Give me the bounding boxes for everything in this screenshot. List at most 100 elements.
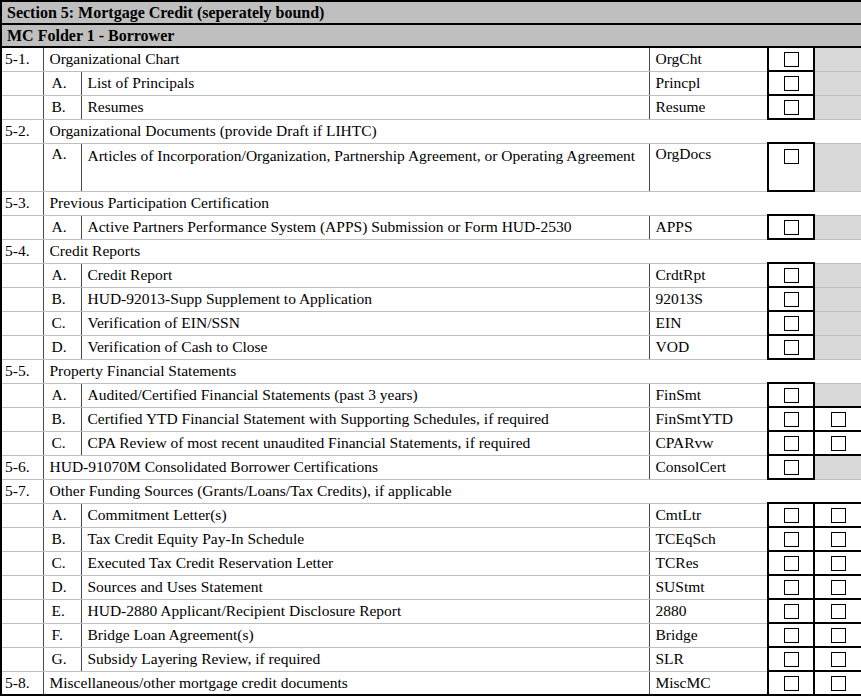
checkbox[interactable] (784, 580, 799, 595)
checkbox[interactable] (784, 532, 799, 547)
checkbox[interactable] (784, 268, 799, 283)
checkbox-cell (768, 287, 814, 311)
checkbox[interactable] (784, 52, 799, 67)
checkbox[interactable] (784, 292, 799, 307)
row-number (1, 431, 43, 455)
row-number (1, 623, 43, 647)
checkbox[interactable] (831, 412, 846, 427)
row-code: SUStmt (649, 575, 768, 599)
section-header: Section 5: Mortgage Credit (seperately b… (1, 1, 861, 24)
row-letter: B. (43, 287, 81, 311)
row-code: 2880 (649, 599, 768, 623)
row-code: EIN (649, 311, 768, 335)
checkbox[interactable] (784, 628, 799, 643)
row-description: Bridge Loan Agreement(s) (81, 623, 649, 647)
checkbox[interactable] (831, 556, 846, 571)
row-number (1, 551, 43, 575)
table-row: B.Tax Credit Equity Pay-In ScheduleTCEqS… (1, 527, 861, 551)
checkbox-cell (768, 143, 814, 191)
section-title: Other Funding Sources (Grants/Loans/Tax … (43, 479, 861, 503)
checkbox[interactable] (831, 508, 846, 523)
mortgage-credit-checklist-table: Section 5: Mortgage Credit (seperately b… (0, 0, 861, 696)
checkbox-cell (768, 431, 814, 455)
checkbox[interactable] (784, 220, 799, 235)
row-letter: B. (43, 95, 81, 119)
row-letter: C. (43, 311, 81, 335)
checkbox-cell (814, 407, 861, 431)
row-number (1, 95, 43, 119)
row-description: Active Partners Performance System (APPS… (81, 215, 649, 239)
checkbox[interactable] (831, 532, 846, 547)
checkbox-cell (814, 503, 861, 527)
table-row: A.Credit ReportCrdtRpt (1, 263, 861, 287)
checkbox-cell (768, 671, 814, 695)
checkbox[interactable] (831, 676, 846, 691)
checkbox[interactable] (831, 652, 846, 667)
checkbox-cell (768, 503, 814, 527)
checkbox-cell (768, 47, 814, 71)
table-row: D.Verification of Cash to CloseVOD (1, 335, 861, 359)
row-code: FinSmtYTD (649, 407, 768, 431)
checkbox-cell (768, 71, 814, 95)
na-cell (814, 311, 861, 335)
checkbox[interactable] (784, 652, 799, 667)
table-row: 5-1.Organizational ChartOrgCht (1, 47, 861, 71)
row-description: List of Principals (81, 71, 649, 95)
row-number (1, 575, 43, 599)
na-cell (814, 47, 861, 71)
checkbox[interactable] (831, 436, 846, 451)
checkbox-cell (814, 527, 861, 551)
checkbox[interactable] (784, 149, 799, 164)
checkbox-cell (814, 671, 861, 695)
checkbox[interactable] (784, 460, 799, 475)
table-row: D.Sources and Uses StatementSUStmt (1, 575, 861, 599)
row-description: HUD-91070M Consolidated Borrower Certifi… (43, 455, 649, 479)
row-number (1, 335, 43, 359)
row-letter: B. (43, 407, 81, 431)
row-letter: D. (43, 575, 81, 599)
row-number (1, 311, 43, 335)
row-number (1, 263, 43, 287)
checkbox[interactable] (784, 676, 799, 691)
row-letter: A. (43, 383, 81, 407)
checkbox[interactable] (784, 316, 799, 331)
row-letter: A. (43, 143, 81, 191)
checkbox[interactable] (831, 628, 846, 643)
row-number (1, 527, 43, 551)
table-row: 5-8.Miscellaneous/other mortgage credit … (1, 671, 861, 695)
row-code: Princpl (649, 71, 768, 95)
checkbox-cell (768, 263, 814, 287)
table-row: A.Audited/Certified Financial Statements… (1, 383, 861, 407)
checkbox-cell (814, 647, 861, 671)
checkbox[interactable] (784, 340, 799, 355)
checkbox[interactable] (784, 508, 799, 523)
folder-header-row: MC Folder 1 - Borrower (1, 24, 861, 47)
checkbox-cell (814, 431, 861, 455)
row-code: TCEqSch (649, 527, 768, 551)
checkbox[interactable] (784, 388, 799, 403)
row-letter: C. (43, 431, 81, 455)
na-cell (814, 335, 861, 359)
row-code: CrdtRpt (649, 263, 768, 287)
row-number (1, 503, 43, 527)
table-row: C.Verification of EIN/SSNEIN (1, 311, 861, 335)
row-letter: A. (43, 71, 81, 95)
checkbox[interactable] (784, 412, 799, 427)
row-code: TCRes (649, 551, 768, 575)
row-code: 92013S (649, 287, 768, 311)
checkbox[interactable] (784, 76, 799, 91)
row-code: CPARvw (649, 431, 768, 455)
row-code: VOD (649, 335, 768, 359)
checklist-document: Section 5: Mortgage Credit (seperately b… (0, 0, 861, 696)
checkbox-cell (768, 647, 814, 671)
checkbox[interactable] (831, 580, 846, 595)
checkbox-cell (814, 623, 861, 647)
row-number: 5-6. (1, 455, 43, 479)
checkbox[interactable] (831, 604, 846, 619)
checkbox[interactable] (784, 604, 799, 619)
checkbox[interactable] (784, 100, 799, 115)
row-number (1, 599, 43, 623)
checkbox[interactable] (784, 436, 799, 451)
na-cell (814, 215, 861, 239)
checkbox[interactable] (784, 556, 799, 571)
